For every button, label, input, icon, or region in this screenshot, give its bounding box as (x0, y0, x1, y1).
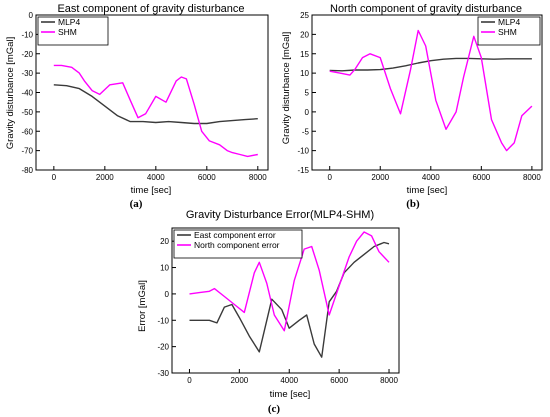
chart-b-ytick-label: -10 (297, 147, 309, 156)
panel-label-a: (a) (130, 198, 143, 210)
chart-north-component: North component of gravity disturbance G… (281, 3, 543, 210)
chart-c-ylabel: Error [mGal] (137, 280, 148, 332)
chart-c-ytick-label: -30 (157, 369, 169, 378)
chart-b-xlabel: time [sec] (407, 185, 448, 196)
chart-b-title: North component of gravity disturbance (330, 3, 522, 15)
chart-b-series-line-dark (329, 57, 532, 72)
chart-c-xtick-label: 6000 (330, 376, 348, 385)
chart-a-title: East component of gravity disturbance (57, 3, 244, 15)
chart-b-xtick-label: 6000 (472, 173, 490, 182)
chart-a-ytick-label: -80 (21, 166, 33, 175)
chart-a-ytick-label: -70 (21, 147, 33, 156)
chart-a-series-line-dark (53, 84, 258, 125)
panel-label-c: (c) (268, 403, 281, 415)
chart-c-xlabel: time [sec] (270, 389, 311, 400)
chart-a-xtick-label: 2000 (96, 173, 114, 182)
chart-a-ytick-label: -20 (21, 50, 33, 59)
chart-c-ytick-label: 0 (165, 290, 170, 299)
chart-c-series-line-dark (189, 241, 390, 358)
chart-b-ytick-label: 25 (300, 11, 309, 20)
chart-error: Gravity Disturbance Error(MLP4-SHM) Erro… (137, 209, 400, 415)
chart-c-title: Gravity Disturbance Error(MLP4-SHM) (186, 209, 374, 221)
chart-b-ytick-label: 5 (305, 89, 310, 98)
chart-c-ytick-label: -10 (157, 316, 169, 325)
chart-c-plot-frame (171, 227, 400, 374)
chart-a-ytick-label: 0 (29, 11, 34, 20)
chart-b-ylabel: Gravity disturbance [mGal] (281, 32, 292, 144)
chart-b-legend-label: SHM (498, 27, 517, 37)
chart-c-xtick-label: 4000 (280, 376, 298, 385)
chart-c-legend-label: East component error (194, 230, 276, 240)
chart-c-xtick-label: 2000 (230, 376, 248, 385)
chart-b-legend-label: MLP4 (498, 17, 520, 27)
chart-b-xtick-label: 2000 (371, 173, 389, 182)
panel-label-b: (b) (406, 198, 420, 210)
chart-b-ytick-label: 15 (300, 50, 309, 59)
chart-b-series-line-magenta (329, 29, 533, 152)
chart-c-legend-box (173, 229, 303, 259)
chart-a-xlabel: time [sec] (131, 185, 172, 196)
chart-c-ytick-label: 20 (160, 237, 169, 246)
chart-a-xtick-label: 0 (52, 173, 57, 182)
chart-b-ytick-label: 10 (300, 69, 309, 78)
chart-east-component: East component of gravity disturbance Gr… (5, 3, 269, 210)
chart-c-xtick-label: 0 (187, 376, 192, 385)
chart-b-ytick-label: -15 (297, 166, 309, 175)
chart-b-xtick-label: 0 (327, 173, 332, 182)
chart-a-xtick-label: 8000 (249, 173, 267, 182)
chart-a-ylabel: Gravity disturbance [mGal] (5, 37, 16, 149)
chart-a-xtick-label: 6000 (198, 173, 216, 182)
chart-a-ytick-label: -30 (21, 69, 33, 78)
chart-a-series-line-magenta (53, 64, 258, 158)
chart-a-ytick-label: -10 (21, 30, 33, 39)
chart-a-ytick-label: -40 (21, 89, 33, 98)
chart-a-legend-label: SHM (58, 27, 77, 37)
chart-c-xtick-label: 8000 (380, 376, 398, 385)
chart-b-ytick-label: -5 (302, 127, 310, 136)
chart-c-series-line-magenta (189, 231, 390, 332)
chart-a-xtick-label: 4000 (147, 173, 165, 182)
chart-a-ytick-label: -60 (21, 127, 33, 136)
chart-b-ytick-label: 0 (305, 108, 310, 117)
chart-c-legend-label: North component error (194, 240, 280, 250)
chart-b-xtick-label: 8000 (523, 173, 541, 182)
chart-a-ytick-label: -50 (21, 108, 33, 117)
chart-b-xtick-label: 4000 (422, 173, 440, 182)
chart-c-ytick-label: 10 (160, 264, 169, 273)
chart-a-legend-label: MLP4 (58, 17, 80, 27)
chart-c-ytick-label: -20 (157, 343, 169, 352)
chart-b-ytick-label: 20 (300, 30, 309, 39)
